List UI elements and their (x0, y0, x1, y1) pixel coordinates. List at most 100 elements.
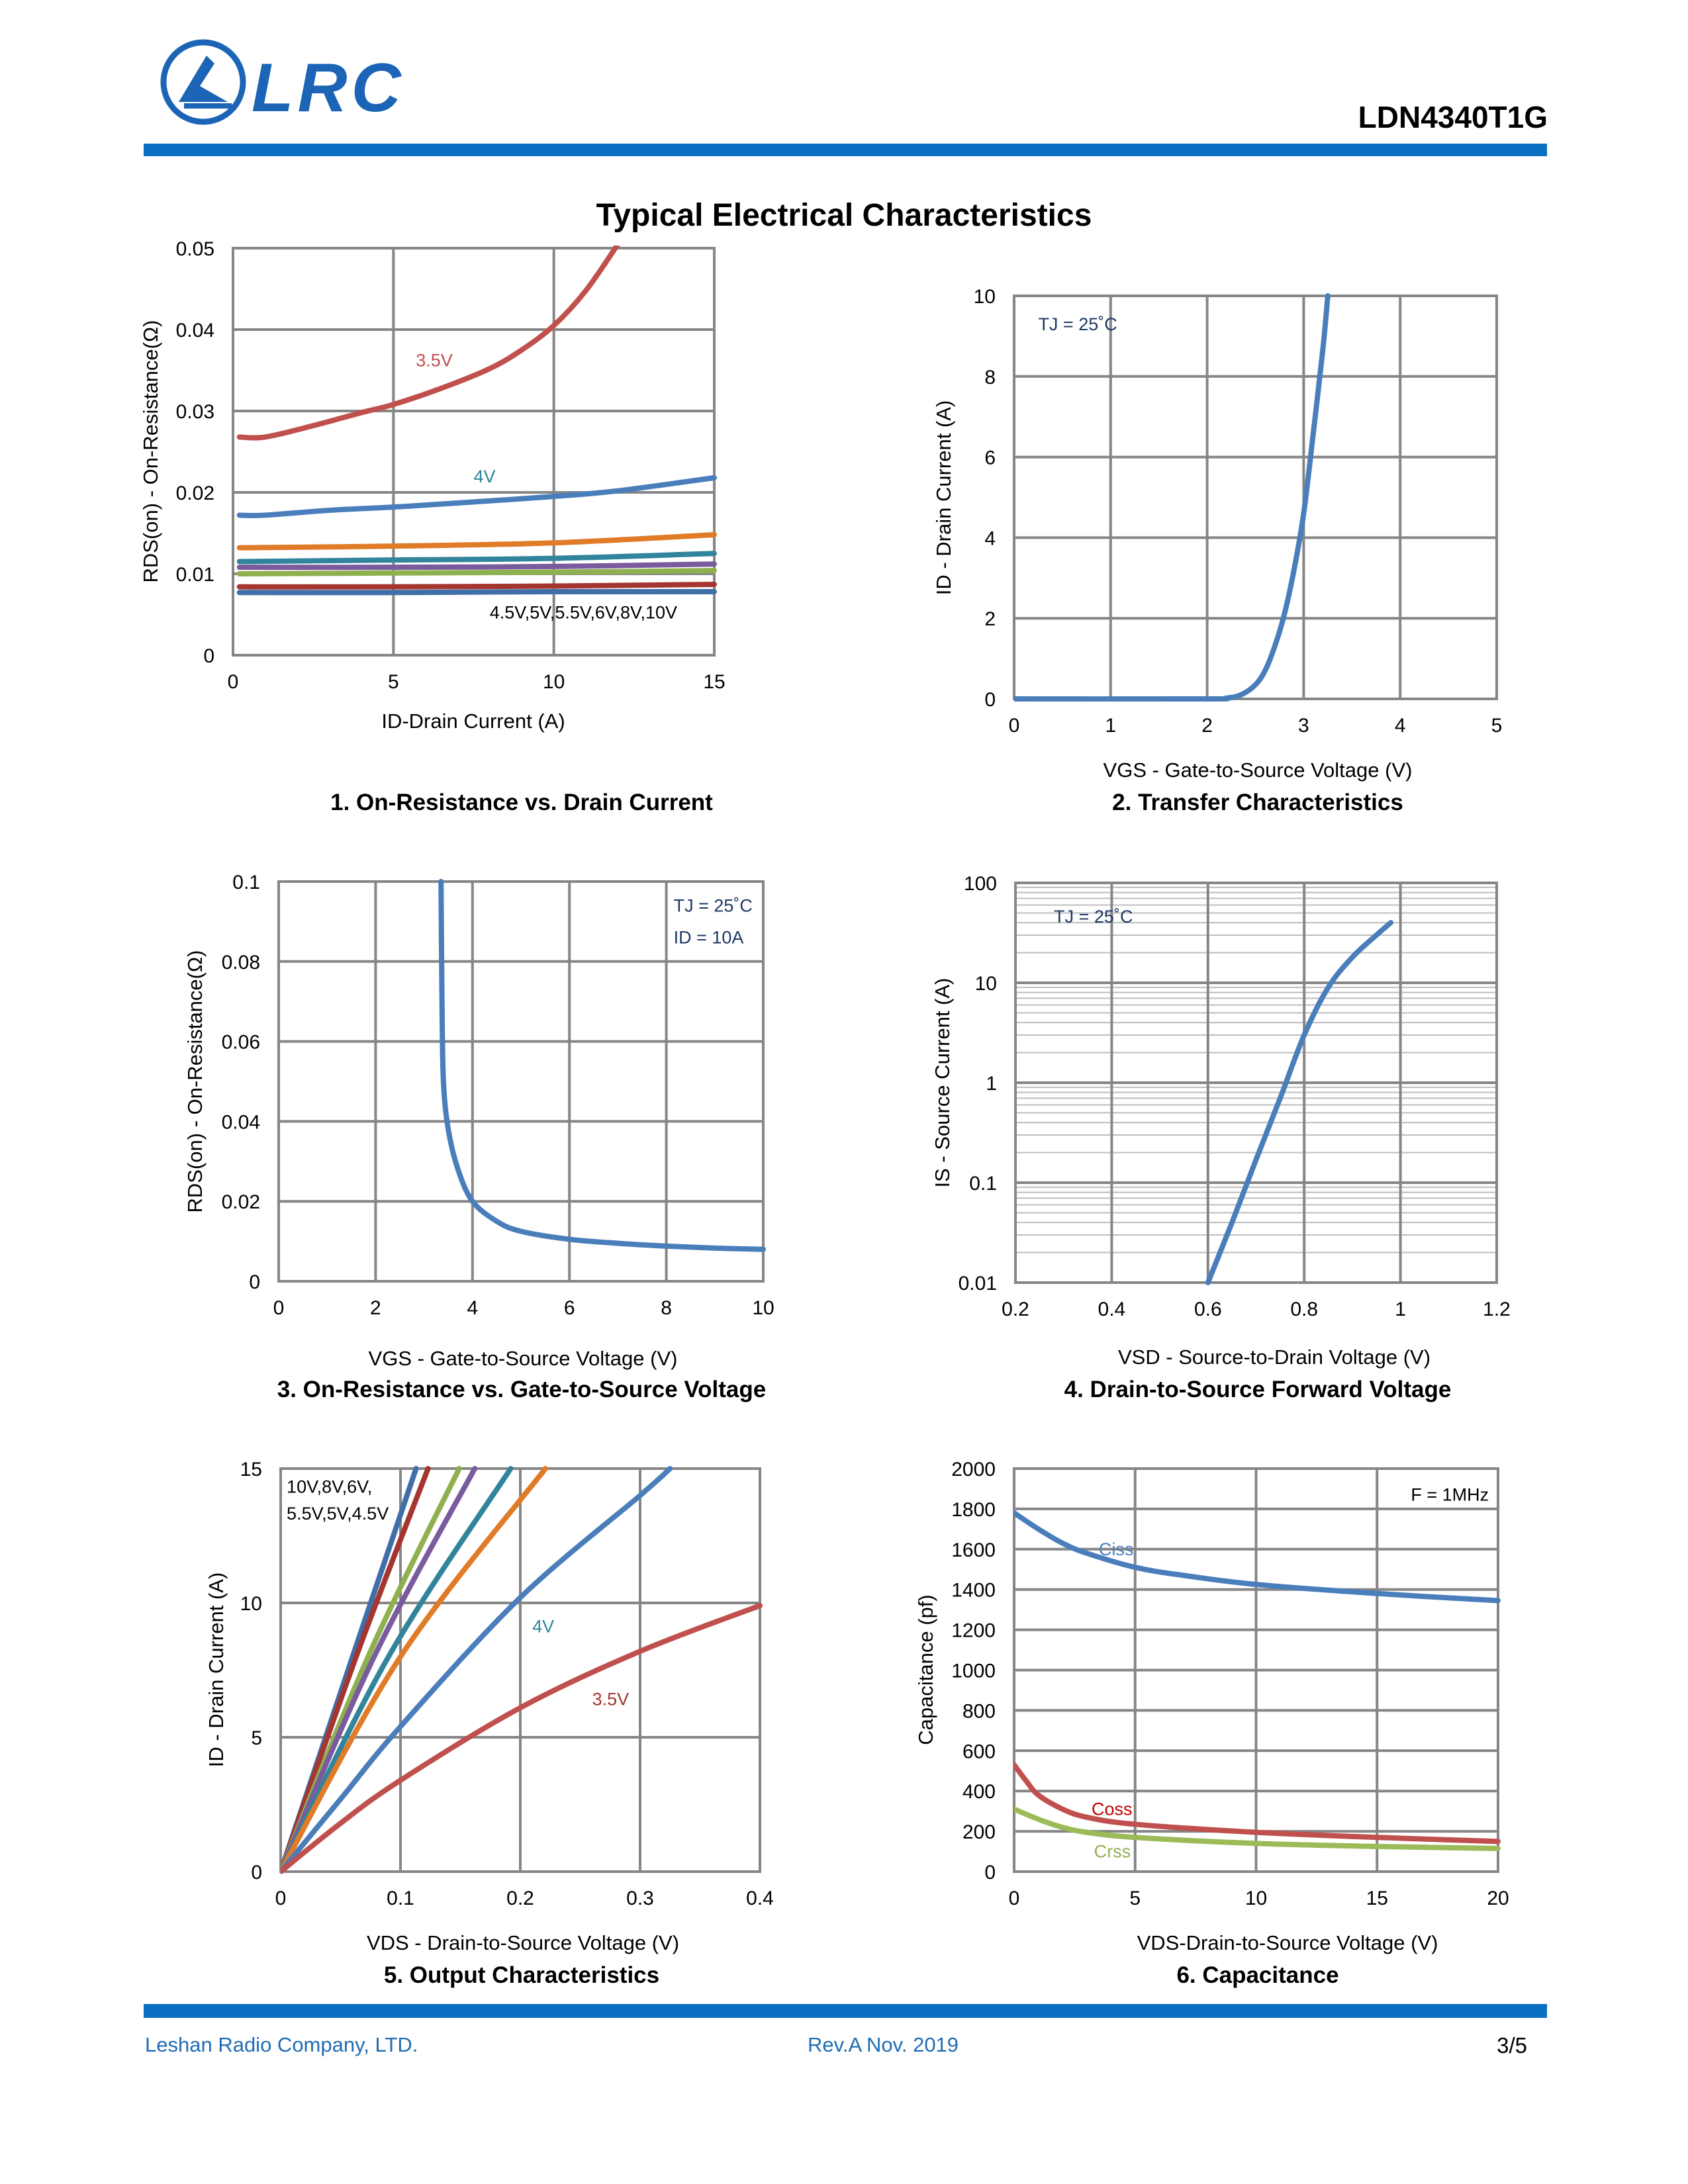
x-tick-label: 0.4 (1098, 1298, 1126, 1320)
x-tick-label: 0 (273, 1297, 285, 1319)
annotation-label: TJ = 25˚C (1038, 314, 1117, 334)
y-tick-label: 0 (251, 1862, 262, 1884)
series-line-3-5v (281, 1603, 763, 1874)
page-title: Typical Electrical Characteristics (596, 198, 1092, 233)
y-tick-label: 0.02 (176, 482, 214, 504)
x-tick-label: 1.2 (1483, 1298, 1511, 1320)
series-line-0 (438, 879, 766, 1252)
annotation-label: 4V (532, 1617, 554, 1637)
y-tick-label: 0.01 (959, 1273, 997, 1295)
x-tick-label: 15 (1366, 1888, 1388, 1909)
x-tick-label: 1 (1105, 715, 1116, 737)
plot-frame (232, 247, 716, 657)
annotation-label: F = 1MHz (1411, 1485, 1489, 1505)
series-line-4 (236, 561, 717, 570)
y-tick-label: 400 (962, 1781, 996, 1803)
chart2-xlabel: VGS - Gate-to-Source Voltage (V) (1103, 758, 1413, 782)
y-tick-label: 800 (962, 1700, 996, 1722)
y-tick-label: 10 (974, 286, 996, 308)
x-tick-label: 3 (1298, 715, 1309, 737)
footer-page: 3/5 (1497, 2033, 1527, 2058)
header-divider (144, 144, 1547, 156)
chart-4: 0.2 0.4 0.6 0.8 1 1.2 0.01 0.1 1 10 100 TJ = 25˚C (959, 873, 1511, 1320)
svg-text:LRC: LRC (252, 50, 405, 126)
y-tick-label: 2 (984, 608, 996, 630)
x-tick-label: 1 (1395, 1298, 1406, 1320)
series-line-3 (236, 551, 717, 565)
x-tick-label: 0.2 (1002, 1298, 1029, 1320)
x-tick-label: 20 (1487, 1888, 1509, 1909)
y-tick-label: 0.04 (222, 1111, 260, 1133)
series-line-0 (1014, 293, 1331, 702)
annotation-label: 5.5V,5V,4.5V (287, 1504, 389, 1524)
chart1-caption: 1. On-Resistance vs. Drain Current (330, 790, 713, 815)
annotation-label: TJ = 25˚C (1054, 907, 1133, 927)
y-tick-label: 0 (249, 1271, 260, 1293)
series-line-4v (281, 1466, 673, 1874)
y-tick-label: 0.1 (969, 1173, 997, 1195)
x-tick-label: 6 (564, 1297, 575, 1319)
series-line-3-5v (236, 246, 620, 441)
plot-frame (1013, 295, 1498, 700)
series-line-coss (1014, 1762, 1501, 1844)
footer-revision: Rev.A Nov. 2019 (808, 2033, 959, 2056)
y-tick-label: 15 (240, 1459, 262, 1480)
series-line-2 (236, 531, 717, 551)
plot-frame (1014, 882, 1498, 1284)
series-line-6 (236, 581, 717, 590)
y-tick-label: 0.06 (222, 1032, 260, 1054)
annotation-label: Coss (1092, 1799, 1133, 1819)
y-tick-label: 0 (984, 689, 996, 711)
chart-3: 0 2 4 6 8 10 0 0.02 0.04 0.06 0.08 0.1 TJ = 25˚C ID =… (222, 872, 774, 1319)
part-number: LDN4340T1G (1358, 100, 1548, 134)
x-tick-label: 5 (388, 671, 399, 693)
y-tick-label: 2000 (951, 1459, 996, 1480)
y-tick-label: 200 (962, 1821, 996, 1843)
y-tick-label: 0 (203, 645, 214, 667)
y-tick-label: 0.1 (232, 872, 260, 893)
annotation-label: ID = 10A (674, 928, 744, 948)
y-tick-label: 0.08 (222, 952, 260, 974)
y-tick-label: 0.02 (222, 1191, 260, 1213)
y-tick-label: 600 (962, 1741, 996, 1762)
y-tick-label: 1800 (951, 1499, 996, 1521)
series-line-crss (1014, 1806, 1501, 1851)
y-tick-label: 4 (984, 527, 996, 549)
x-tick-label: 0.6 (1194, 1298, 1222, 1320)
x-tick-label: 5 (1491, 715, 1503, 737)
x-tick-label: 0.4 (746, 1888, 774, 1909)
company-logo: LRC (159, 37, 417, 133)
y-tick-label: 5 (251, 1727, 262, 1749)
series-line-4-5v (281, 1466, 549, 1874)
plot-frame (1013, 1467, 1499, 1873)
annotation-label: 3.5V (592, 1689, 630, 1709)
series-line-5 (236, 568, 717, 576)
x-tick-label: 0.2 (506, 1888, 534, 1909)
x-tick-label: 2 (370, 1297, 381, 1319)
x-tick-label: 0 (275, 1888, 287, 1909)
chart5-caption: 5. Output Characteristics (383, 1962, 660, 1988)
chart6-xlabel: VDS-Drain-to-Source Voltage (V) (1137, 1931, 1438, 1954)
series-line-ciss (1014, 1510, 1501, 1604)
y-tick-label: 100 (964, 873, 997, 895)
chart6-caption: 6. Capacitance (1176, 1962, 1339, 1988)
series-line-5-5v (281, 1466, 478, 1874)
y-tick-label: 0.01 (176, 564, 214, 586)
x-tick-label: 2 (1201, 715, 1213, 737)
y-tick-label: 0.05 (176, 238, 214, 260)
y-tick-label: 8 (984, 367, 996, 388)
annotation-label: 4.5V,5V,5.5V,6V,8V,10V (490, 603, 677, 623)
x-tick-label: 0.3 (626, 1888, 654, 1909)
plot-frame (277, 880, 765, 1283)
chart4-xlabel: VSD - Source-to-Drain Voltage (V) (1117, 1345, 1431, 1369)
y-tick-label: 10 (975, 973, 997, 995)
series-line-0 (1205, 920, 1394, 1285)
y-tick-label: 0 (984, 1862, 996, 1884)
chart-5: 0 0.1 0.2 0.3 0.4 0 5 10 15 10V,8V,6V, 5.5V,5V,4.5… (240, 1459, 774, 1909)
y-tick-label: 10 (240, 1593, 262, 1615)
y-tick-label: 6 (984, 447, 996, 469)
annotation-label: 4V (474, 467, 496, 486)
x-tick-label: 10 (543, 671, 565, 693)
chart-2: 0 1 2 3 4 5 0 2 4 6 8 10 TJ = 25˚C (974, 286, 1503, 737)
y-tick-label: 0.03 (176, 401, 214, 423)
